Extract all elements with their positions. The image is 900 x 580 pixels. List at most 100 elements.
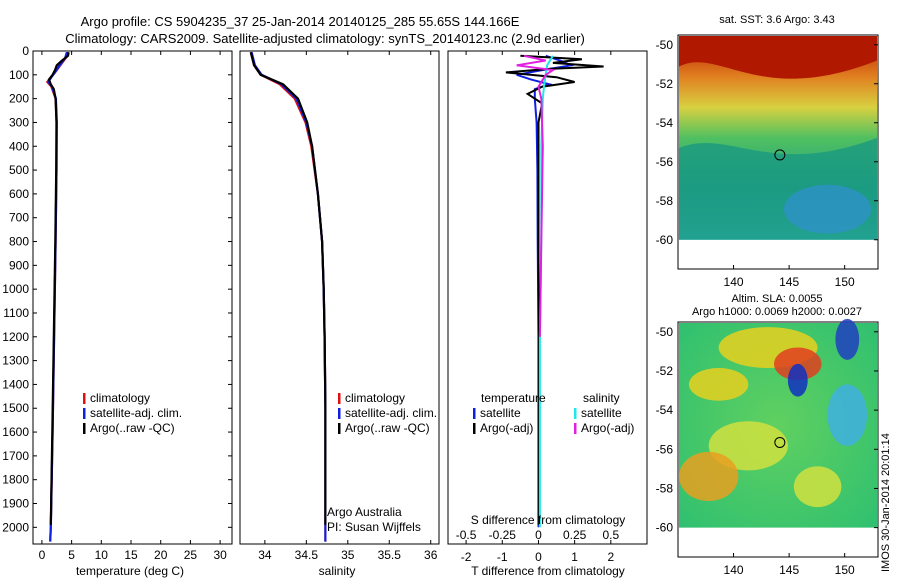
sla-title-line1: Altim. SLA: 0.0055: [731, 293, 822, 305]
map-y-tick-label: -50: [656, 38, 674, 52]
difference-panel: -2 -1 0 1 2 -0.5 -0.25 0 0.25 0.5 S difference fr…: [447, 50, 648, 578]
y-tick-label: 2000: [2, 520, 29, 534]
legend-swatch: [338, 408, 341, 419]
sst-field: [679, 36, 877, 240]
sla-map-panel: Altim. SLA: 0.0055 Argo h1000: 0.0069 h2…: [656, 293, 879, 577]
difference-series: [505, 54, 604, 528]
map-y-tick-label: -60: [656, 233, 674, 247]
difference-axes: [447, 50, 648, 545]
x-tick-label: 30: [213, 548, 227, 562]
sla-ticks: 140 145 150 -50 -52 -54 -56 -58 -60: [656, 325, 878, 577]
sla-anomaly: [827, 384, 868, 446]
sla-anomaly: [679, 451, 739, 502]
y-tick-label: 100: [9, 68, 29, 82]
difference-legend: temperature salinitysatelliteArgo(-adj)sa…: [473, 391, 634, 435]
y-tick-label: 1200: [2, 330, 29, 344]
x-tick-label: 15: [124, 548, 138, 562]
salinity-ticks: 34 34.5 35 35.5 36: [258, 51, 438, 562]
y-tick-label: 200: [9, 92, 29, 106]
legend-label: Argo(..raw -QC): [345, 421, 430, 435]
legend-swatch: [338, 423, 341, 434]
legend-swatch: [574, 423, 577, 434]
sst-title: sat. SST: 3.6 Argo: 3.43: [719, 14, 835, 26]
map-y-tick-label: -54: [656, 403, 674, 417]
x-tick-label: 34: [258, 548, 272, 562]
sst-cold-patch: [783, 184, 872, 234]
x-tick-label: 5: [68, 548, 75, 562]
map-y-tick-label: -58: [656, 194, 674, 208]
map-y-tick-label: -50: [656, 325, 674, 339]
legend-swatch: [574, 408, 577, 419]
legend-label: climatology: [90, 391, 150, 405]
temperature-xlabel: temperature (deg C): [76, 564, 184, 578]
map-y-tick-label: -56: [656, 442, 674, 456]
y-tick-label: 1900: [2, 497, 29, 511]
legend-swatch: [83, 408, 86, 419]
s-tick-label: -0.25: [489, 528, 517, 542]
t-tick-label: -1: [497, 550, 508, 564]
y-tick-label: 1700: [2, 449, 29, 463]
s-difference-label: S difference from climatology: [471, 513, 626, 527]
salinity-xlabel: salinity: [319, 564, 356, 578]
temperature-axes: [32, 50, 233, 545]
legend-label: Argo(-adj): [480, 421, 533, 435]
y-tick-label: 1800: [2, 473, 29, 487]
sla-argo-marker: [774, 436, 786, 448]
legend-swatch: [338, 393, 341, 404]
x-tick-label: 35.5: [378, 548, 402, 562]
pi-note: PI: Susan Wijffels: [327, 520, 421, 534]
map-x-tick-label: 145: [779, 275, 799, 289]
legend-header: salinity: [583, 391, 620, 405]
legend-header: temperature: [481, 391, 546, 405]
legend-swatch: [83, 423, 86, 434]
x-tick-label: 25: [184, 548, 198, 562]
x-tick-label: 0: [39, 548, 46, 562]
y-tick-label: 700: [9, 211, 29, 225]
legend-swatch: [473, 423, 476, 434]
y-tick-label: 1500: [2, 401, 29, 415]
t-tick-label: 1: [571, 550, 578, 564]
map-x-tick-label: 140: [724, 275, 744, 289]
s-tick-label: 0: [535, 528, 542, 542]
legend-swatch: [473, 408, 476, 419]
s-tick-label: -0.5: [456, 528, 477, 542]
legend-label: Argo(-adj): [581, 421, 634, 435]
salinity-series: [249, 51, 327, 542]
salinity-panel: 34 34.5 35 35.5 36 salinity climatologysatel…: [239, 50, 440, 578]
legend-label: satellite-adj. clim.: [90, 406, 182, 420]
temperature-series: [45, 51, 70, 542]
argo-australia-note: Argo Australia: [327, 505, 402, 519]
salinity-axes: [239, 50, 440, 545]
x-tick-label: 20: [154, 548, 168, 562]
s-tick-label: 0.5: [602, 528, 619, 542]
map-y-tick-label: -56: [656, 155, 674, 169]
legend-label: satellite: [581, 406, 622, 420]
t-difference-label: T difference from climatology: [471, 564, 625, 578]
s-tick-label: 0.25: [563, 528, 587, 542]
sla-anomaly: [708, 421, 788, 471]
map-y-tick-label: -60: [656, 521, 674, 535]
sst-map-panel: sat. SST: 3.6 Argo: 3.43 140 145 150 -50 -52…: [656, 14, 879, 289]
legend-swatch: [83, 393, 86, 404]
sla-anomaly: [835, 318, 860, 360]
map-y-tick-label: -58: [656, 481, 674, 495]
legend-label: satellite: [480, 406, 521, 420]
t-tick-label: 2: [607, 550, 614, 564]
sla-anomaly: [787, 363, 808, 397]
series-line: [249, 51, 327, 525]
y-tick-label: 600: [9, 187, 29, 201]
sst-argo-marker: [774, 149, 786, 161]
map-x-tick-label: 145: [779, 563, 799, 577]
x-tick-label: 34.5: [295, 548, 319, 562]
sla-title-line2: Argo h1000: 0.0069 h2000: 0.0027: [692, 306, 862, 318]
t-tick-label: 0: [535, 550, 542, 564]
y-tick-label: 0: [22, 44, 29, 58]
legend-label: climatology: [345, 391, 405, 405]
y-tick-label: 800: [9, 235, 29, 249]
title-line2: Climatology: CARS2009. Satellite-adjuste…: [65, 31, 585, 46]
y-tick-label: 300: [9, 115, 29, 129]
t-tick-label: -2: [461, 550, 472, 564]
difference-ticks: -2 -1 0 1 2 -0.5 -0.25 0 0.25 0.5: [456, 51, 619, 564]
